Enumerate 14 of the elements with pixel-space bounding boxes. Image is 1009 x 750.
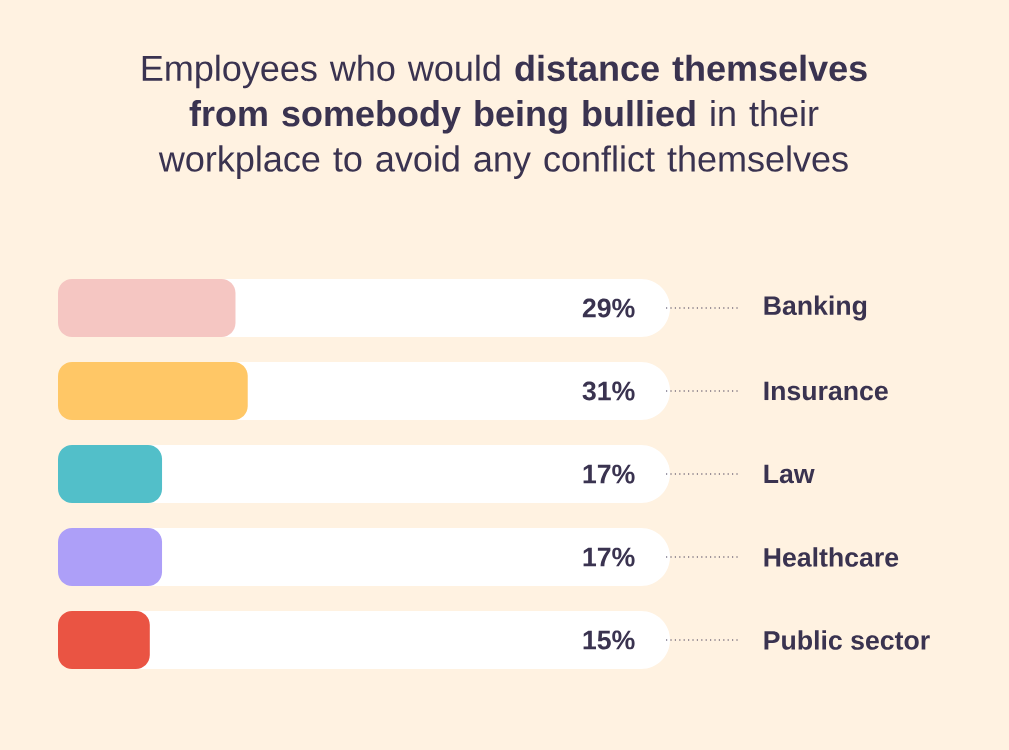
y-tick-label: Insurance	[764, 381, 888, 401]
data-label: 17%	[583, 547, 635, 567]
bar	[58, 445, 163, 504]
data-label: 17%	[583, 464, 635, 484]
data-label: 29%	[582, 298, 635, 318]
y-tick-label: Law	[764, 464, 815, 484]
bar	[58, 611, 150, 670]
data-label: 15%	[583, 630, 635, 650]
y-tick-label: Healthcare	[764, 547, 899, 567]
y-tick-label: Public sector	[764, 630, 930, 650]
bar	[58, 528, 163, 587]
chart-title: Employees who would distance themselves from somebody being bullied in their workplace to avoid any conflict themselves	[142, 54, 867, 179]
data-label: 31%	[582, 381, 635, 401]
y-tick-label: Banking	[764, 295, 867, 321]
